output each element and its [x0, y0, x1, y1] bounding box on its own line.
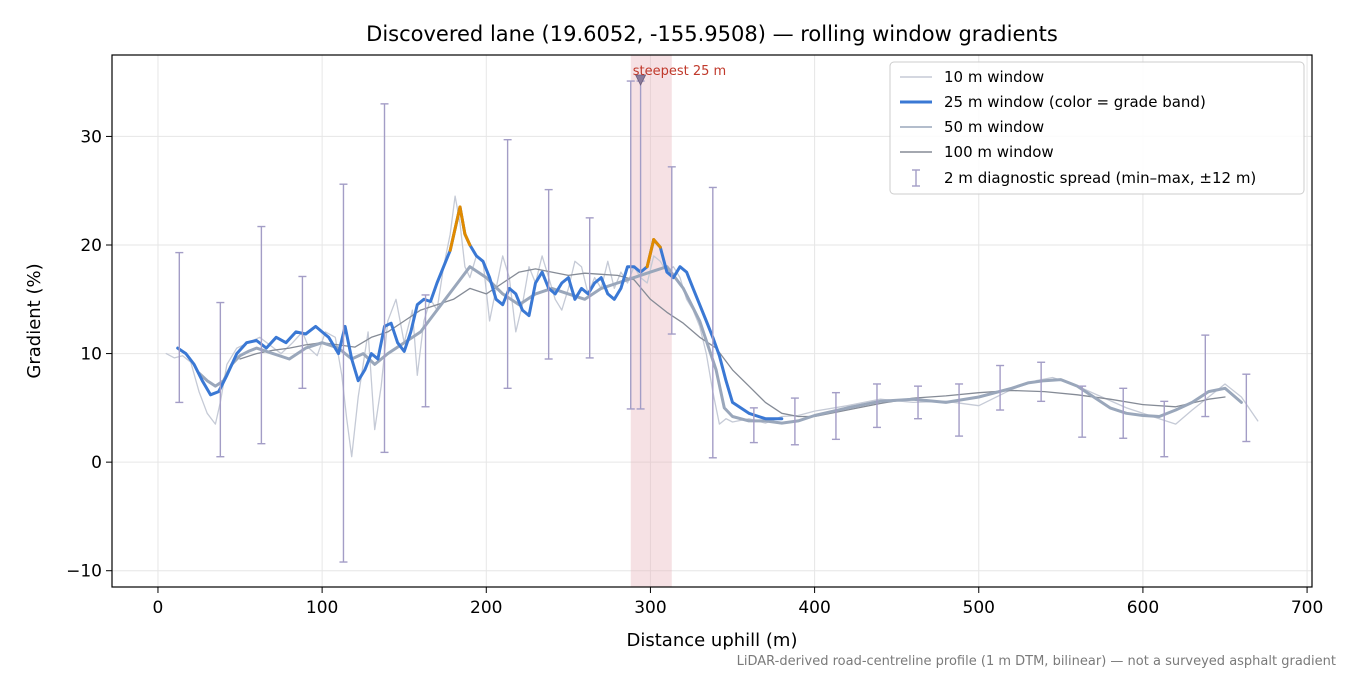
- x-tick-label: 500: [963, 598, 995, 618]
- legend-label-100m: 100 m window: [944, 143, 1054, 161]
- legend-swatch-errorbar: [912, 169, 920, 187]
- errorbar: [872, 383, 881, 429]
- errorbar: [1201, 334, 1210, 418]
- x-tick-label: 300: [634, 598, 666, 618]
- errorbar: [1160, 400, 1169, 458]
- y-tick-label: 0: [91, 453, 102, 473]
- y-tick-label: 30: [80, 127, 102, 147]
- series-layer: [165, 195, 1259, 458]
- y-tick-label: 10: [80, 345, 102, 365]
- x-tick-label: 400: [798, 598, 830, 618]
- errorbar-layer: [175, 80, 1251, 563]
- series-25m-steep-segment: [463, 232, 472, 247]
- series-100m-window: [239, 268, 1226, 418]
- errorbar: [626, 80, 635, 410]
- x-tick-label: 700: [1291, 598, 1323, 618]
- errorbar: [914, 385, 923, 420]
- series-50m-window: [197, 265, 1243, 425]
- errorbar: [996, 364, 1005, 411]
- y-axis-ticks: −10 0 10 20 30: [66, 127, 112, 582]
- legend-label-25m: 25 m window (color = grade band): [944, 93, 1206, 111]
- y-axis-label: Gradient (%): [24, 263, 45, 378]
- x-axis-label: Distance uphill (m): [627, 630, 798, 651]
- errorbar: [831, 391, 840, 441]
- legend-label-50m: 50 m window: [944, 118, 1044, 136]
- legend-label-errorbar: 2 m diagnostic spread (min–max, ±12 m): [944, 169, 1256, 187]
- errorbar: [175, 251, 184, 404]
- x-tick-label: 200: [470, 598, 502, 618]
- errorbar: [1078, 385, 1087, 438]
- steepest-segment-band: [630, 55, 672, 587]
- legend: 10 m window 25 m window (color = grade b…: [889, 61, 1305, 195]
- errorbar: [955, 383, 964, 437]
- series-25m-steep-segment: [645, 238, 656, 269]
- errorbar: [339, 183, 348, 563]
- series-25m-steep-segment: [458, 205, 467, 236]
- errorbar: [1242, 373, 1251, 443]
- errorbar: [380, 103, 389, 454]
- errorbar: [544, 188, 553, 360]
- errorbar: [585, 217, 594, 359]
- legend-label-10m: 10 m window: [944, 68, 1044, 86]
- errorbar: [749, 407, 758, 444]
- errorbar: [298, 275, 307, 390]
- legend-box: [889, 61, 1305, 195]
- x-axis-ticks: 0 100 200 300 400 500 600 700: [153, 587, 1323, 618]
- steepest-label: steepest 25 m: [633, 64, 726, 79]
- errorbar: [1037, 361, 1046, 403]
- chart-title: Discovered lane (19.6052, -155.9508) — r…: [366, 22, 1058, 46]
- y-tick-label: −10: [66, 562, 102, 582]
- x-tick-label: 100: [306, 598, 338, 618]
- errorbar: [1119, 387, 1128, 439]
- errorbar: [708, 186, 717, 459]
- series-25m-steep-segment: [652, 238, 662, 249]
- plot-frame: [111, 54, 1313, 588]
- errorbar: [790, 397, 799, 446]
- errorbar: [421, 294, 430, 408]
- steepest-marker: [634, 74, 647, 86]
- footnote: LiDAR-derived road-centreline profile (1…: [737, 654, 1336, 669]
- errorbar: [257, 225, 266, 445]
- series-25m-steep-segment: [448, 227, 457, 252]
- x-tick-label: 600: [1127, 598, 1159, 618]
- errorbar: [503, 138, 512, 390]
- errorbar: [216, 301, 225, 458]
- errorbar: [667, 166, 676, 335]
- y-tick-label: 20: [80, 236, 102, 256]
- x-tick-label: 0: [153, 598, 164, 618]
